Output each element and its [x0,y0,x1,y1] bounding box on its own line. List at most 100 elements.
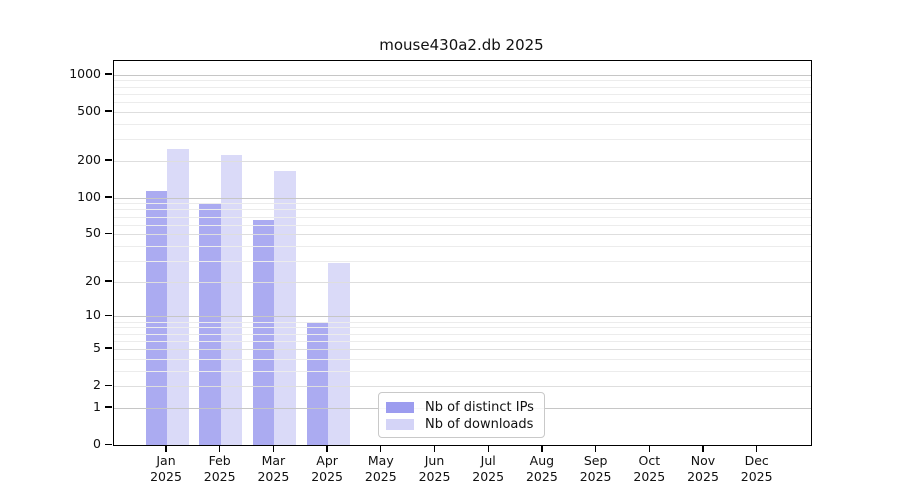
x-tick-label-dec: Dec 2025 [727,453,787,485]
gridline-9 [114,321,811,323]
x-tick-label-sep: Sep 2025 [566,453,626,485]
y-tick-label-200: 200 [77,151,101,167]
legend-label-downloads: Nb of downloads [425,416,534,432]
x-tick-label-aug: Aug 2025 [512,453,572,485]
y-tick-mark-200 [105,159,112,161]
bar-apr-downloads [328,262,350,445]
x-tick-year: 2025 [203,469,236,484]
y-tick-mark-1 [105,406,112,408]
gridline-10 [114,316,811,318]
gridline-600 [114,102,811,104]
y-tick-label-5: 5 [93,339,101,355]
y-tick-mark-50 [105,232,112,235]
x-tick-year: 2025 [257,469,290,484]
x-tick-year: 2025 [740,469,773,484]
x-tick-label-feb: Feb 2025 [190,453,250,485]
x-tick-year: 2025 [687,469,719,484]
x-tick-year: 2025 [418,469,451,484]
x-tick-label-apr: Apr 2025 [297,453,357,485]
gridline-90 [114,203,811,205]
x-tick-mark-nov [702,445,704,452]
gridline-30 [114,260,811,262]
x-tick-year: 2025 [150,469,182,484]
y-tick-label-1: 1 [93,398,101,414]
gridline-100 [114,197,811,199]
x-tick-mark-jul [487,445,489,452]
gridline-200 [114,160,811,162]
plot-area [113,60,812,446]
y-tick-label-1000: 1000 [69,65,101,81]
x-tick-label-may: May 2025 [351,453,411,485]
x-tick-mark-may [380,445,382,452]
x-tick-label-nov: Nov 2025 [673,453,733,485]
gridline-70 [114,216,811,218]
gridline-40 [114,245,811,247]
x-tick-mark-jan [165,445,167,452]
y-tick-mark-2 [105,384,112,386]
bar-jan-distinct-ips [145,191,167,445]
bar-apr-distinct-ips [306,321,329,445]
gridline-400 [114,123,811,125]
legend-swatch-distinct-ips [386,401,414,413]
gridline-20 [114,281,811,283]
x-tick-year: 2025 [633,469,666,484]
y-tick-mark-20 [105,280,112,282]
gridline-1000 [114,74,811,76]
x-tick-mark-feb [219,445,221,452]
chart-title: mouse430a2.db 2025 [379,36,544,54]
x-tick-label-jun: Jun 2025 [405,453,465,485]
x-tick-mark-jun [433,445,436,452]
y-tick-label-100: 100 [77,188,101,204]
gridline-5 [114,348,811,350]
y-tick-mark-5 [105,347,112,349]
x-tick-label-oct: Oct 2025 [619,453,679,485]
x-tick-year: 2025 [472,469,505,484]
x-tick-label-mar: Mar 2025 [243,453,303,485]
x-tick-year: 2025 [311,469,343,484]
y-tick-mark-0 [105,443,112,445]
x-tick-mark-sep [594,445,597,452]
bar-jan-downloads [167,148,189,445]
y-tick-label-0: 0 [93,436,101,451]
gridline-300 [114,139,811,141]
x-tick-mark-apr [326,445,328,452]
x-tick-year: 2025 [579,469,612,484]
gridline-2 [114,386,811,388]
legend-item-distinct-ips: Nb of distinct IPs [386,399,536,415]
x-tick-mark-mar [272,445,275,452]
gridline-500 [114,111,811,113]
gridline-80 [114,209,811,211]
gridline-900 [114,80,811,82]
x-tick-year: 2025 [364,469,397,484]
gridline-4 [114,358,811,360]
x-tick-mark-oct [648,445,650,452]
y-tick-mark-500 [105,110,112,112]
x-tick-label-jul: Jul 2025 [458,453,518,485]
gridline-800 [114,86,811,88]
gridline-700 [114,93,811,95]
y-tick-mark-10 [105,314,112,317]
bar-feb-distinct-ips [199,203,221,445]
gridline-3 [114,370,811,372]
legend-label-distinct-ips: Nb of distinct IPs [425,399,534,415]
y-tick-label-50: 50 [85,225,101,241]
y-tick-mark-1000 [105,73,112,75]
gridline-6 [114,340,811,342]
x-tick-mark-dec [756,445,758,452]
legend-swatch-downloads [386,418,414,430]
bar-mar-downloads [274,171,296,445]
legend: Nb of distinct IPs Nb of downloads [378,392,545,438]
y-tick-mark-100 [105,196,112,198]
y-tick-label-2: 2 [93,377,101,393]
y-tick-label-500: 500 [77,102,101,118]
y-tick-label-20: 20 [85,272,101,288]
gridline-8 [114,327,811,329]
x-tick-year: 2025 [525,469,558,484]
legend-item-downloads: Nb of downloads [386,416,536,432]
gridline-60 [114,224,811,226]
x-tick-label-jan: Jan 2025 [136,453,196,485]
gridline-7 [114,333,811,335]
x-tick-mark-aug [541,445,543,452]
bar-mar-distinct-ips [252,219,275,445]
